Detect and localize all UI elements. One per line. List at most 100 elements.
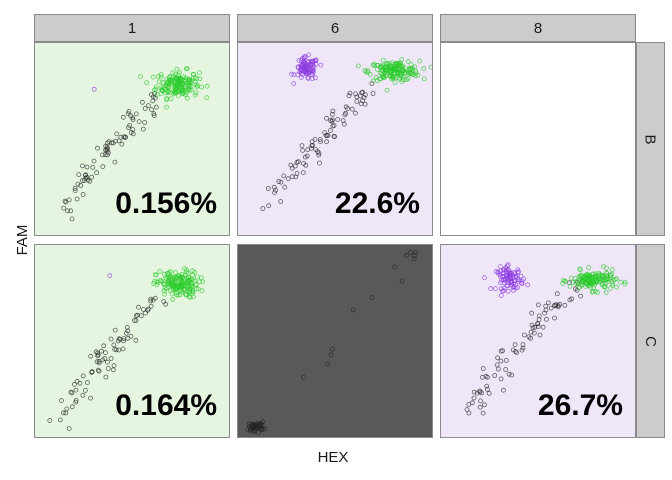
fam_positive-point xyxy=(289,71,294,77)
negative-point xyxy=(69,404,75,410)
negative-point xyxy=(510,347,516,353)
fam_positive-point xyxy=(525,282,530,288)
fam_positive-point xyxy=(501,270,507,276)
negative-point xyxy=(569,296,575,302)
hex_positive-point xyxy=(172,270,178,275)
negative-point xyxy=(528,329,534,335)
negative-point xyxy=(75,181,81,187)
panel-1-c: 0.164% xyxy=(34,244,230,438)
negative-point xyxy=(486,390,492,396)
negative-point xyxy=(91,158,97,164)
fam_positive-point xyxy=(305,76,311,81)
hex_positive-point xyxy=(587,280,593,285)
hex_positive-point xyxy=(192,92,198,98)
hex_positive-point xyxy=(382,75,387,80)
negative-point xyxy=(492,373,498,378)
negative-point xyxy=(484,383,490,389)
fam_positive-point xyxy=(295,72,301,78)
negative-point xyxy=(142,120,148,125)
panel-plot xyxy=(35,43,229,235)
hex_positive-point xyxy=(165,88,171,94)
negative-point xyxy=(85,380,90,385)
panel-background xyxy=(35,245,229,437)
hex_positive-point xyxy=(175,88,181,94)
panel-background xyxy=(35,43,229,235)
fam_positive-point xyxy=(299,70,305,76)
hex_positive-point xyxy=(618,279,624,285)
negative-point xyxy=(153,104,159,110)
row-strip-label: C xyxy=(642,335,659,347)
negative-point xyxy=(105,146,110,151)
negative-point xyxy=(520,342,526,347)
negative-point xyxy=(323,133,329,138)
hex_positive-point xyxy=(158,72,164,77)
fam_positive-point xyxy=(304,65,309,70)
hex_positive-point xyxy=(184,95,190,101)
hex_positive-point xyxy=(355,63,361,69)
negative-point xyxy=(530,325,536,331)
fam_positive-point xyxy=(304,70,310,76)
hex_positive-point xyxy=(582,280,588,286)
hex_positive-point xyxy=(153,272,158,278)
hex_positive-point xyxy=(174,66,180,72)
negative-point xyxy=(305,147,311,153)
negative-point xyxy=(120,346,126,352)
negative-point xyxy=(292,163,298,169)
negative-point xyxy=(300,170,306,176)
negative-point xyxy=(69,216,75,222)
hex_positive-point xyxy=(590,275,596,280)
panel-plot xyxy=(35,245,229,437)
hex_positive-point xyxy=(412,73,418,79)
negative-point xyxy=(408,250,414,255)
hex_positive-point xyxy=(196,279,202,285)
hex_positive-point xyxy=(187,278,193,284)
negative-point xyxy=(136,119,142,124)
hex_positive-point xyxy=(596,273,601,279)
hex_positive-point xyxy=(172,76,178,81)
negative-point xyxy=(477,404,483,410)
negative-point xyxy=(317,160,322,166)
hex_positive-point xyxy=(184,90,190,95)
negative-point xyxy=(512,342,518,348)
hex_positive-point xyxy=(176,75,181,81)
hex_positive-point xyxy=(167,74,173,79)
hex_positive-point xyxy=(197,76,203,82)
hex_positive-point xyxy=(178,274,184,280)
hex_positive-point xyxy=(187,87,193,93)
negative-point xyxy=(278,179,284,185)
negative-point xyxy=(317,137,323,142)
fam_positive-point xyxy=(309,72,315,78)
negative-point xyxy=(105,152,110,158)
negative-point xyxy=(293,174,299,180)
hex_positive-point xyxy=(189,283,195,289)
negative-point xyxy=(152,95,158,101)
negative-point xyxy=(126,109,132,114)
negative-point xyxy=(342,112,348,118)
negative-point xyxy=(84,164,90,170)
hex_positive-point xyxy=(602,284,608,289)
fam_positive-point xyxy=(299,67,304,73)
negative-point xyxy=(133,318,139,323)
negative-point xyxy=(285,176,291,182)
hex_positive-point xyxy=(398,72,404,78)
negative-point xyxy=(72,188,78,194)
negative-point xyxy=(100,357,106,363)
hex_positive-point xyxy=(370,62,376,68)
negative-point xyxy=(369,81,375,86)
negative-point xyxy=(136,304,141,310)
fam_positive-point xyxy=(306,52,312,58)
hex_positive-point xyxy=(194,84,200,90)
hex_positive-point xyxy=(200,279,206,285)
hex_positive-point xyxy=(610,283,616,288)
negative-point xyxy=(140,126,146,132)
negative-point xyxy=(88,353,94,359)
negative-point xyxy=(531,330,537,336)
negative-point xyxy=(324,115,329,121)
hex_positive-point xyxy=(598,279,604,284)
negative-point xyxy=(464,407,470,413)
negative-point xyxy=(346,93,352,99)
fam_positive-point xyxy=(310,65,316,71)
hex_positive-point xyxy=(193,90,199,96)
negative-point xyxy=(140,99,145,105)
hex_positive-point xyxy=(193,282,199,288)
